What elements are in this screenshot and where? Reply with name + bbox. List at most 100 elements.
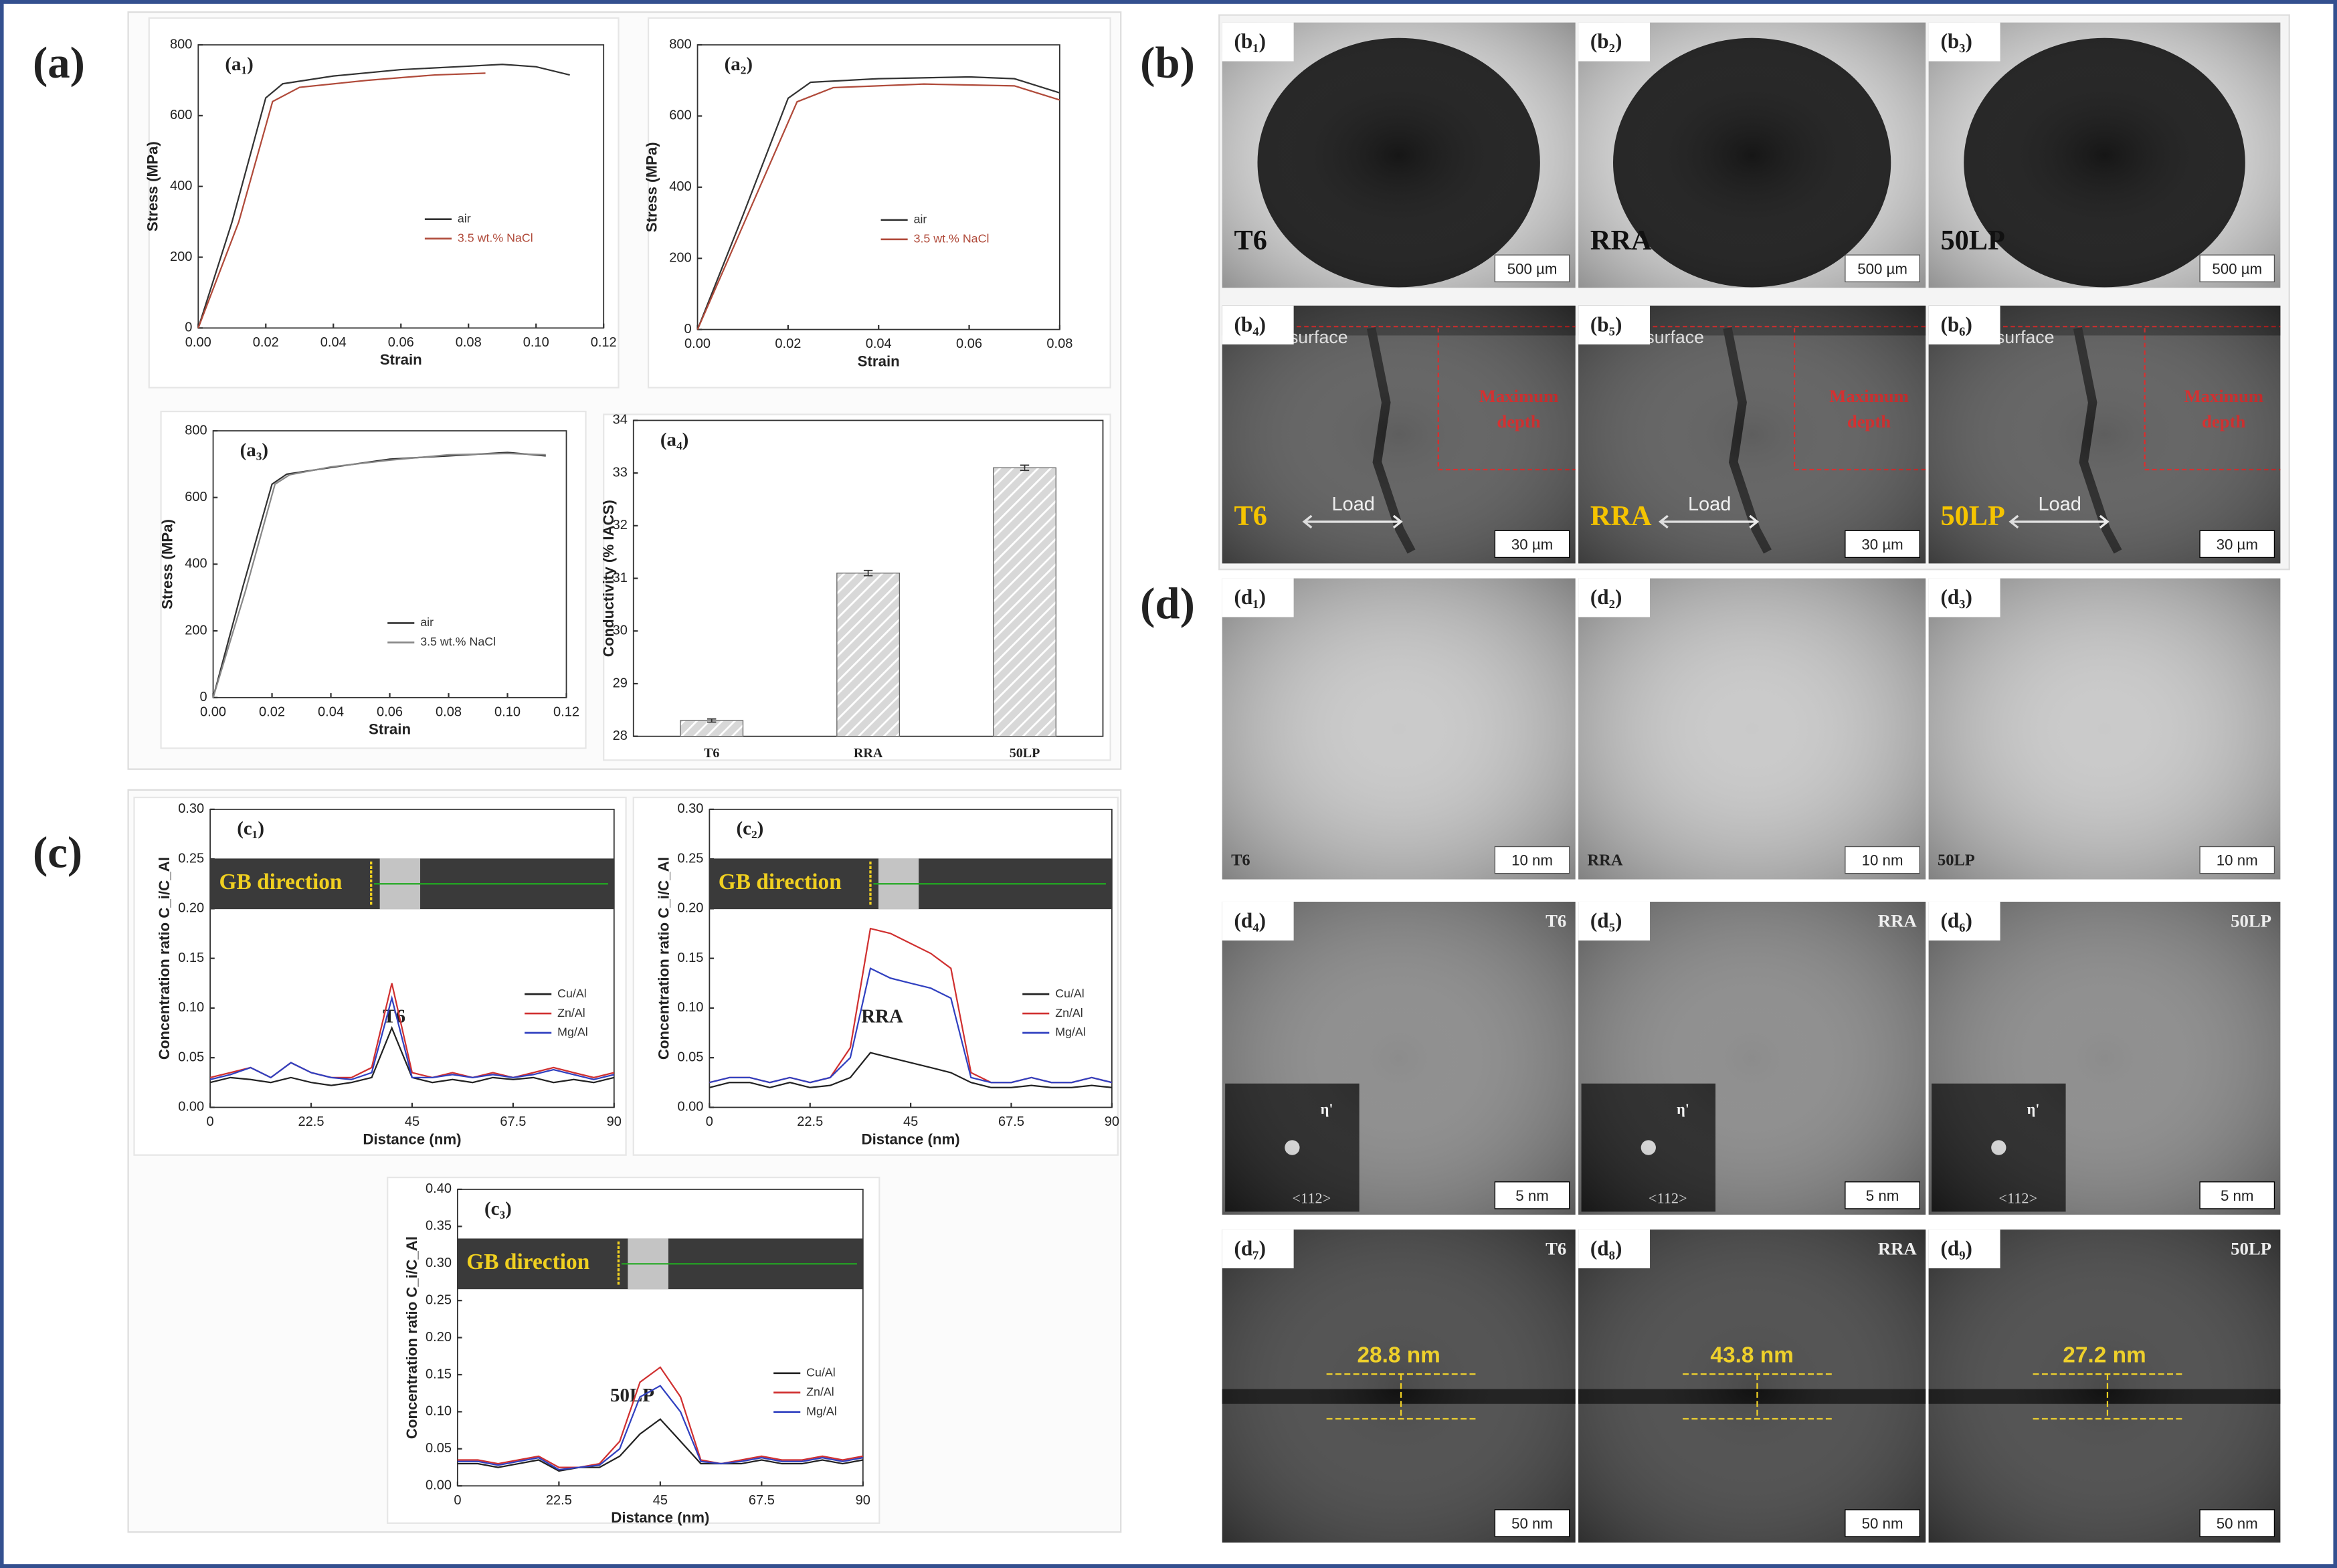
x-tick-label: 0 [706, 1114, 713, 1129]
micrograph-label: (b₃) [1940, 29, 1972, 53]
y-tick-label: 33 [613, 465, 628, 480]
x-tick-label: 45 [653, 1493, 668, 1508]
y-tick-label: 800 [669, 37, 691, 52]
sample-label: 50LP [1940, 225, 2004, 256]
series-line [457, 1385, 864, 1471]
y-tick-label: 800 [170, 37, 192, 52]
scale-box [1845, 530, 1920, 559]
y-tick-label: 30 [613, 623, 628, 638]
legend-label: 3.5 wt.% NaCl [914, 231, 990, 245]
scale-label: 50 nm [2217, 1515, 2258, 1532]
bar [993, 467, 1056, 737]
x-tick-label: 0.12 [553, 704, 579, 719]
x-axis-label: Distance (nm) [611, 1509, 709, 1526]
micrograph-label: (d₆) [1940, 908, 1972, 932]
chart-panel-label: (c₂) [736, 818, 763, 840]
micrograph-shade [1928, 578, 2281, 880]
sample-label: T6 [1546, 910, 1566, 930]
sample-label: T6 [1234, 225, 1267, 256]
scale-label: 5 nm [1866, 1187, 1899, 1204]
x-tick-label: 0.04 [866, 336, 892, 351]
x-tick-label: 0.00 [684, 336, 711, 351]
x-axis-label: Distance (nm) [861, 1131, 959, 1147]
series-line [197, 72, 486, 328]
micrograph-shade [1578, 1230, 1926, 1543]
micrograph-shade [1578, 22, 1926, 288]
micrograph-shade [1928, 22, 2281, 288]
x-tick-label: 45 [903, 1114, 918, 1129]
sample-label: 50LP [1938, 851, 1975, 869]
scale-label: 10 nm [1511, 852, 1553, 869]
scale-box [1845, 254, 1920, 282]
series-line [212, 452, 546, 698]
micrograph-label: (d₂) [1590, 585, 1622, 609]
y-tick-label: 0.20 [677, 901, 703, 916]
micrograph-shade [1578, 578, 1926, 880]
chart-panel-label: (a₃) [240, 439, 268, 461]
y-tick-label: 200 [185, 623, 207, 638]
y-tick-label: 0.10 [677, 1000, 703, 1015]
x-tick-label: 45 [405, 1114, 419, 1129]
sample-label: RRA [1590, 225, 1652, 256]
micrograph-shade [1222, 305, 1576, 564]
micrograph-label: (d₈) [1590, 1236, 1622, 1260]
x-tick-label: 22.5 [797, 1114, 823, 1129]
error-bar [1020, 464, 1030, 472]
x-tick-label: 0.10 [494, 704, 521, 719]
y-tick-label: 0.00 [677, 1100, 703, 1114]
series-line [696, 83, 1060, 330]
x-tick-label: 90 [1105, 1114, 1119, 1129]
legend-label: 3.5 wt.% NaCl [458, 231, 533, 244]
y-axis-label: Stress (MPa) [644, 142, 660, 232]
chart-panel-label: (a₁) [225, 54, 253, 75]
y-tick-label: 0.05 [426, 1441, 452, 1456]
y-tick-label: 0.30 [178, 801, 204, 816]
x-tick-label: 0.00 [200, 704, 226, 719]
y-tick-label: 0.15 [677, 951, 703, 965]
bar [836, 573, 901, 737]
chart-panel-label: (c₃) [484, 1198, 512, 1219]
x-tick-label: 0.02 [259, 704, 285, 719]
y-tick-label: 29 [613, 676, 628, 690]
scale-label: 5 nm [1515, 1187, 1549, 1204]
micrograph-shade [1928, 901, 2281, 1215]
legend-label: Cu/Al [806, 1365, 836, 1379]
chart-card [647, 17, 1111, 389]
label-box [1222, 1230, 1294, 1268]
error-bar [707, 718, 717, 723]
chart-panel-label: (c₁) [237, 818, 264, 840]
micrograph-shade [1222, 578, 1576, 880]
y-tick-label: 200 [669, 250, 691, 265]
x-tick-label: 22.5 [546, 1493, 572, 1508]
series-line [197, 64, 570, 328]
legend-label: Mg/Al [1055, 1025, 1086, 1039]
legend-label: Mg/Al [557, 1025, 588, 1039]
scale-box [2199, 1509, 2275, 1537]
micrograph-label: (d₅) [1590, 908, 1622, 932]
y-tick-label: 0.10 [426, 1404, 452, 1419]
label-box [1578, 578, 1651, 617]
scale-label: 30 µm [2217, 536, 2258, 553]
y-axis-label: Concentration ratio C_i/C_Al [156, 857, 173, 1060]
label-box [1928, 901, 2000, 941]
y-tick-label: 0.00 [426, 1478, 452, 1493]
micrograph-label: (d₁) [1234, 585, 1266, 609]
scale-box [2199, 1181, 2275, 1209]
label-box [1578, 305, 1651, 345]
y-tick-label: 400 [170, 179, 192, 193]
error-bar [863, 569, 873, 577]
micrograph-label: (b₅) [1590, 312, 1622, 336]
series-line [457, 1366, 864, 1468]
x-tick-label: T6 [704, 746, 719, 761]
legend-label: Zn/Al [1055, 1006, 1083, 1019]
x-tick-label: RRA [854, 746, 883, 761]
x-tick-label: 0.04 [320, 335, 347, 350]
scale-box [1845, 1509, 1920, 1537]
sample-label: RRA [1590, 500, 1652, 532]
scale-box [1494, 846, 1570, 874]
label-box [1928, 1230, 2000, 1268]
label-box [1578, 1230, 1651, 1268]
y-tick-label: 31 [613, 571, 628, 585]
sample-label: RRA [861, 1005, 903, 1027]
